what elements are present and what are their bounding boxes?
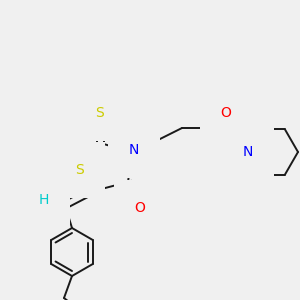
Text: N: N bbox=[129, 143, 139, 157]
Text: O: O bbox=[135, 201, 146, 215]
Text: N: N bbox=[243, 145, 253, 159]
Text: O: O bbox=[220, 106, 231, 120]
Text: H: H bbox=[39, 193, 49, 207]
Text: S: S bbox=[96, 106, 104, 120]
Text: S: S bbox=[76, 163, 84, 177]
